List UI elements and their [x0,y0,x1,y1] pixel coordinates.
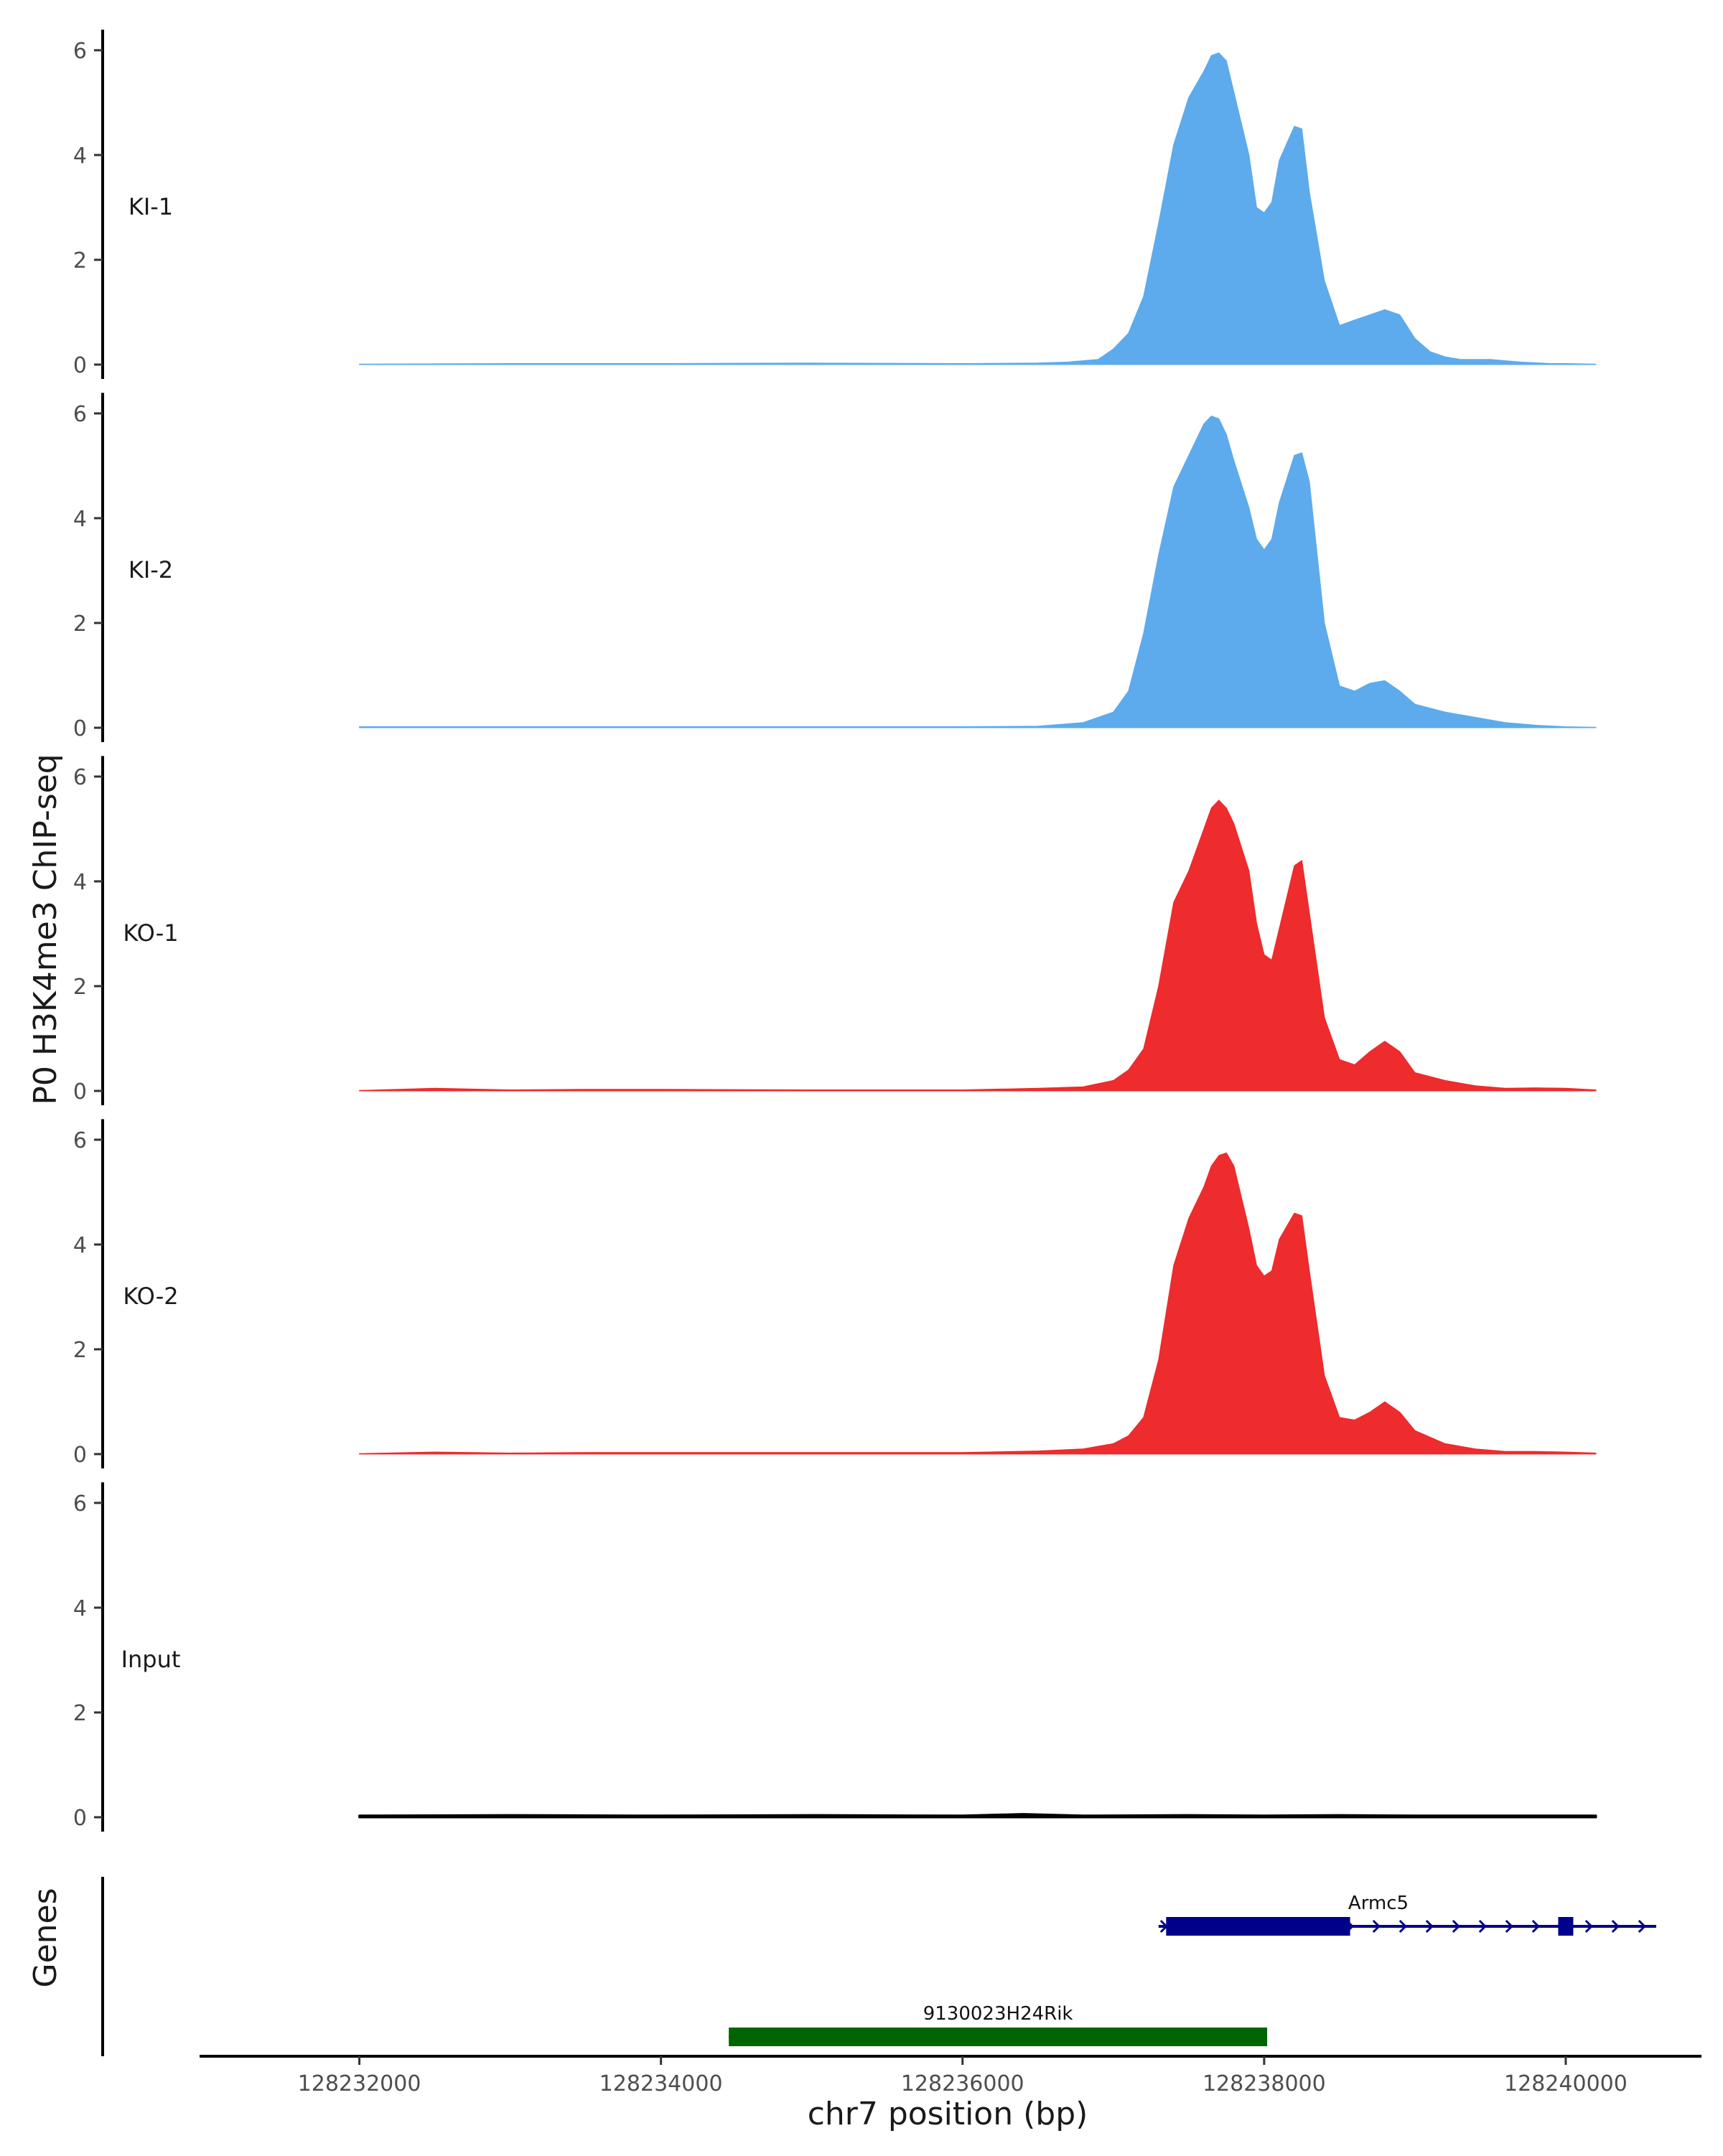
strand-arrow-armc5 [1505,1919,1513,1934]
coverage-area-ko-2 [359,1152,1597,1455]
coverage-area-ki-2 [359,416,1597,728]
y-tick-label-ki-1-6: 6 [73,39,87,64]
gene-label-armc5: Armc5 [1348,1893,1409,1914]
strand-arrow-armc5 [1425,1919,1434,1934]
genes-axis-title: Genes [27,1888,64,1987]
strand-arrow-armc5 [1372,1919,1381,1934]
gene-exon-armc5-1 [1558,1917,1574,1936]
y-tick-label-input-0: 0 [73,1806,87,1831]
track-label-ko-1: KO-1 [123,919,178,947]
track-label-ki-1: KI-1 [129,193,173,220]
x-tick-label-128232000: 128232000 [298,2071,421,2096]
y-tick-label-ki-2-0: 0 [73,716,87,741]
x-tick-label-128238000: 128238000 [1203,2071,1326,2096]
coverage-area-input [358,1813,1597,1819]
gene-label-9130023h24rik: 9130023H24Rik [923,2003,1073,2025]
strand-arrow-armc5 [1478,1919,1487,1934]
y-axis-title: P0 H3K4me3 ChIP-seq [27,754,64,1105]
track-label-ko-2: KO-2 [123,1283,178,1310]
y-tick-label-ki-1-0: 0 [73,353,87,378]
y-tick-label-input-6: 6 [73,1491,87,1517]
y-tick-label-ki-1-2: 2 [73,248,87,273]
y-tick-label-ki-2-6: 6 [73,402,87,427]
x-tick-label-128234000: 128234000 [599,2071,723,2096]
y-tick-label-ki-2-4: 4 [73,507,87,532]
y-tick-label-ko-2-0: 0 [73,1443,87,1468]
strand-arrow-armc5 [1531,1919,1540,1934]
y-tick-label-ko-2-4: 4 [73,1233,87,1258]
y-tick-label-ko-2-6: 6 [73,1128,87,1153]
x-tick-label-128240000: 128240000 [1504,2071,1628,2096]
y-tick-label-ko-1-6: 6 [73,765,87,790]
strand-arrow-armc5 [1584,1919,1593,1934]
strand-arrow-armc5 [1399,1919,1407,1934]
strand-arrow-armc5 [1638,1919,1646,1934]
strand-arrow-armc5 [1611,1919,1620,1934]
y-tick-label-ko-1-2: 2 [73,975,87,1000]
gene-exon-9130023h24rik-0 [729,2028,1268,2046]
gene-exon-armc5-0 [1166,1917,1350,1936]
y-tick-label-ki-1-4: 4 [73,144,87,169]
y-tick-label-ko-1-4: 4 [73,870,87,895]
y-tick-label-ko-2-2: 2 [73,1338,87,1363]
x-tick-label-128236000: 128236000 [901,2071,1024,2096]
y-tick-label-ki-2-2: 2 [73,611,87,637]
y-tick-label-input-4: 4 [73,1596,87,1621]
coverage-area-ki-1 [359,52,1597,365]
strand-arrow-armc5 [1452,1919,1460,1934]
y-tick-label-ko-1-0: 0 [73,1079,87,1105]
x-axis-title: chr7 position (bp) [808,2096,1088,2132]
track-label-ki-2: KI-2 [129,556,173,583]
track-label-input: Input [121,1646,181,1673]
y-tick-label-input-2: 2 [73,1701,87,1726]
coverage-area-ko-1 [359,800,1597,1092]
